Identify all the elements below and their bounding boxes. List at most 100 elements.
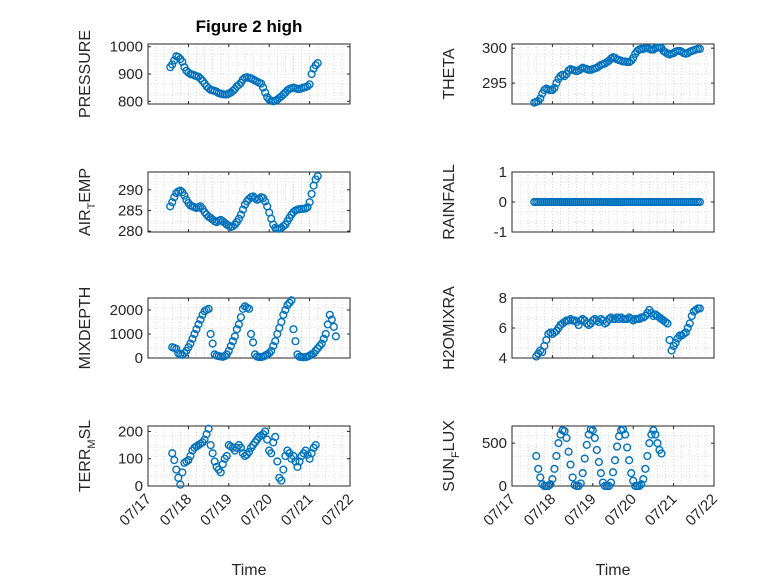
y-axis-label: H2OMIXRA [441, 286, 458, 370]
chart-title: Figure 2 high [196, 17, 303, 36]
data-point [303, 450, 312, 459]
data-point [257, 79, 266, 88]
data-point [244, 447, 254, 457]
data-point [629, 476, 638, 485]
data-point [285, 298, 294, 307]
y-axis-label: MIXDEPTH [77, 287, 94, 370]
data-point [574, 320, 583, 330]
data-point [196, 315, 205, 324]
data-point [273, 457, 282, 466]
data-point [236, 313, 246, 322]
data-point [206, 440, 215, 450]
data-point [313, 344, 322, 353]
data-point [564, 316, 573, 325]
y-axis-label: THETA [441, 48, 458, 100]
subplot-h2omixra: 4 6 8 H2OMIXRA [441, 286, 715, 370]
y-tick-label: 1000 [110, 326, 143, 343]
data-point [279, 310, 288, 319]
data-point [576, 479, 585, 488]
data-point [261, 88, 270, 97]
data-point [311, 61, 320, 70]
data-point [234, 320, 244, 329]
data-point [578, 469, 587, 478]
data-point [226, 341, 235, 351]
data-point [269, 341, 278, 351]
subplot-air: 280 285 290 AIRTEMP [77, 168, 351, 240]
data-point [232, 325, 241, 334]
data-point [287, 296, 296, 305]
data-point [540, 85, 549, 95]
data-point [238, 205, 248, 214]
y-tick-label: 290 [118, 182, 143, 199]
data-point [279, 465, 288, 474]
data-point [594, 457, 603, 467]
y-axis-label: PRESSURE [77, 30, 94, 118]
data-point [627, 469, 636, 478]
data-point [291, 337, 300, 346]
y-tick-label: 300 [482, 40, 507, 57]
data-point [606, 313, 616, 322]
data-point [621, 430, 630, 439]
data-point [608, 468, 618, 477]
y-tick-label: 0 [499, 478, 507, 495]
data-point [582, 440, 591, 449]
data-point [592, 316, 601, 325]
data-point [532, 451, 541, 461]
data-point [244, 304, 254, 313]
subplot-mixdepth: 0 1000 2000 MIXDEPTH [77, 287, 351, 370]
data-point [546, 480, 555, 489]
data-point [570, 316, 579, 325]
data-point [208, 339, 217, 348]
data-point [679, 329, 688, 339]
data-point [643, 451, 652, 461]
y-tick-label: 280 [118, 223, 143, 240]
data-point [691, 305, 700, 315]
data-point [625, 58, 634, 67]
data-point [170, 193, 179, 202]
data-point [267, 449, 276, 458]
data-point [562, 433, 571, 443]
data-point [321, 329, 330, 339]
axes-box [147, 425, 351, 487]
data-point [550, 464, 559, 473]
data-point [216, 468, 225, 477]
data-point [647, 430, 656, 439]
data-point [331, 332, 340, 341]
data-point [329, 322, 338, 331]
data-point [687, 311, 696, 321]
data-point [228, 337, 237, 346]
data-point [685, 319, 694, 328]
data-point [313, 58, 322, 68]
data-point [645, 439, 654, 448]
data-point [180, 191, 189, 200]
data-point [641, 464, 650, 473]
data-point [683, 323, 692, 333]
data-point [196, 74, 205, 83]
data-point [564, 66, 573, 75]
data-point [667, 346, 676, 355]
data-point [174, 52, 183, 62]
x-axis-label: Time [596, 562, 631, 579]
data-point [592, 445, 601, 455]
data-point [584, 320, 593, 330]
data-point [261, 197, 270, 206]
y-tick-label: 4 [499, 350, 507, 367]
data-point [554, 439, 563, 448]
data-point [265, 349, 274, 358]
data-point [188, 334, 197, 343]
data-point [552, 78, 561, 88]
subplot-theta: 295 300 THETA [441, 40, 715, 107]
data-point [618, 425, 628, 434]
data-point [279, 222, 288, 231]
data-point [663, 319, 672, 328]
y-tick-label: 8 [499, 290, 507, 307]
data-point [639, 475, 648, 484]
y-tick-label: 0 [499, 194, 507, 211]
data-point [311, 440, 320, 450]
y-axis-label: RAINFALL [441, 164, 458, 240]
data-point [580, 454, 589, 463]
data-point [186, 339, 195, 348]
y-tick-label: 0 [135, 478, 143, 495]
data-point [176, 186, 185, 195]
